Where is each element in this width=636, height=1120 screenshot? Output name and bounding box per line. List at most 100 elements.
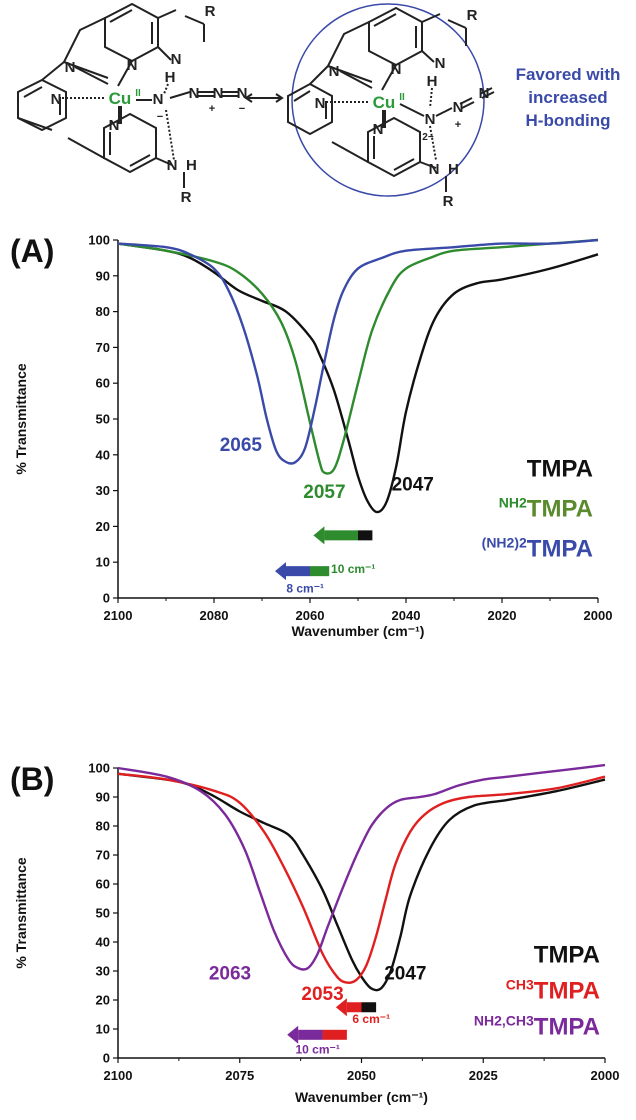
legend-label: TMPA (534, 1013, 600, 1040)
favored-caption-line: H-bonding (526, 111, 611, 130)
copper-label: Cu (373, 93, 396, 112)
panel-label: (A) (10, 233, 54, 269)
shift-arrow-head (287, 1025, 299, 1044)
py-n-label: N (109, 117, 120, 134)
favored-circle (291, 3, 485, 197)
y-tick-label: 50 (96, 412, 110, 427)
copper-label: Cu (109, 89, 132, 108)
h-label: H (186, 157, 197, 174)
resonance-arrow (244, 93, 284, 103)
azide-n-label: N (189, 85, 200, 102)
y-tick-label: 60 (96, 877, 110, 892)
peak-label: 2053 (301, 984, 343, 1005)
series-line-0 (117, 242, 599, 514)
py-n-label: N (127, 57, 138, 74)
x-tick-label: 2075 (225, 1068, 254, 1083)
y-tick-label: 40 (96, 447, 110, 462)
r-label: R (205, 3, 216, 20)
h-label: H (427, 73, 438, 90)
shift-arrow-segment (358, 530, 373, 541)
shift-arrow-segment (310, 566, 330, 577)
r-label: R (443, 193, 454, 210)
x-tick-label: 2025 (469, 1068, 498, 1083)
x-tick-label: 2050 (347, 1068, 376, 1083)
legend-entry: NH2TMPA (499, 494, 593, 522)
nh-n-label: N (429, 161, 440, 178)
copper-oxidation-label: II (135, 88, 141, 99)
y-tick-label: 80 (96, 819, 110, 834)
y-tick-label: 10 (96, 1022, 110, 1037)
r-label: R (467, 7, 478, 24)
y-tick-label: 80 (96, 304, 110, 319)
legend-label: TMPA (527, 455, 593, 482)
y-tick-label: 70 (96, 340, 110, 355)
h-label: H (165, 69, 176, 86)
x-tick-label: 2060 (296, 608, 325, 623)
x-axis-title: Wavenumber (cm⁻¹) (292, 623, 425, 639)
shift-arrow-segment (322, 1029, 347, 1040)
peak-label: 2063 (209, 964, 251, 985)
shift-arrow-segment (346, 1002, 362, 1013)
top-pyridine-ring (104, 2, 159, 63)
shift-label: 6 cm⁻¹ (352, 1012, 390, 1026)
y-tick-label: 60 (96, 376, 110, 391)
shift-arrow-segment (361, 1002, 377, 1013)
left-structure (17, 2, 238, 188)
py-n-label: N (373, 121, 384, 138)
charge-label: − (157, 111, 163, 123)
shift-arrow-segment (324, 530, 358, 541)
left-n-label: N (315, 95, 326, 112)
peak-label: 2047 (392, 475, 434, 496)
x-tick-label: 2040 (392, 608, 421, 623)
charge-label: + (209, 103, 215, 115)
y-axis-title: % Transmittance (13, 857, 29, 968)
legend-label: TMPA (534, 977, 600, 1004)
nh-n-label: N (171, 51, 182, 68)
azide-n-label: N (153, 91, 164, 108)
series-line-2 (117, 763, 606, 971)
favored-caption-line: Favored with (516, 65, 621, 84)
azide-n-label: N (213, 85, 224, 102)
shift-label: 10 cm⁻¹ (331, 562, 375, 576)
x-tick-label: 2080 (200, 608, 229, 623)
legend-entry: NH2,CH3TMPA (474, 1012, 600, 1040)
x-tick-label: 2000 (584, 608, 613, 623)
panel-label: (B) (10, 761, 54, 797)
x-tick-label: 2000 (591, 1068, 620, 1083)
y-tick-label: 30 (96, 483, 110, 498)
shift-arrow-segment (298, 1029, 323, 1040)
legend-entry: TMPA (527, 455, 593, 482)
series-line-1 (117, 238, 599, 475)
legend-entry: (NH2)2TMPA (482, 534, 593, 562)
shift-label: 10 cm⁻¹ (295, 1043, 339, 1057)
legend-superscript: CH3 (506, 976, 534, 992)
legend-label: TMPA (527, 495, 593, 522)
nh-n-label: N (435, 55, 446, 72)
series-line-1 (117, 772, 606, 984)
y-tick-label: 70 (96, 848, 110, 863)
legend-entry: CH3TMPA (506, 976, 600, 1004)
side-arm (63, 17, 106, 63)
y-tick-label: 90 (96, 790, 110, 805)
x-axis-title: Wavenumber (cm⁻¹) (295, 1089, 428, 1105)
chart-panel-a: (A) 0 10 20 30 40 50 60 70 80 90 100 2100 2080 2060 204… (10, 233, 612, 640)
azide-n-label: N (479, 85, 490, 102)
r-label: R (181, 189, 192, 206)
y-tick-label: 0 (103, 1051, 110, 1066)
legend-superscript: (NH2)2 (482, 534, 527, 550)
shift-arrow (287, 1025, 347, 1044)
amine-n-label: N (329, 63, 340, 80)
nh-n-label: N (167, 157, 178, 174)
legend-entry: TMPA (534, 941, 600, 968)
shift-arrow-head (313, 526, 325, 545)
azide-n-label: N (425, 111, 436, 128)
h-label: H (448, 161, 459, 178)
y-axis-title: % Transmittance (13, 363, 29, 474)
series-line-0 (117, 772, 606, 992)
legend-label: TMPA (534, 941, 600, 968)
y-tick-label: 0 (103, 591, 110, 606)
shift-arrow (313, 526, 373, 545)
